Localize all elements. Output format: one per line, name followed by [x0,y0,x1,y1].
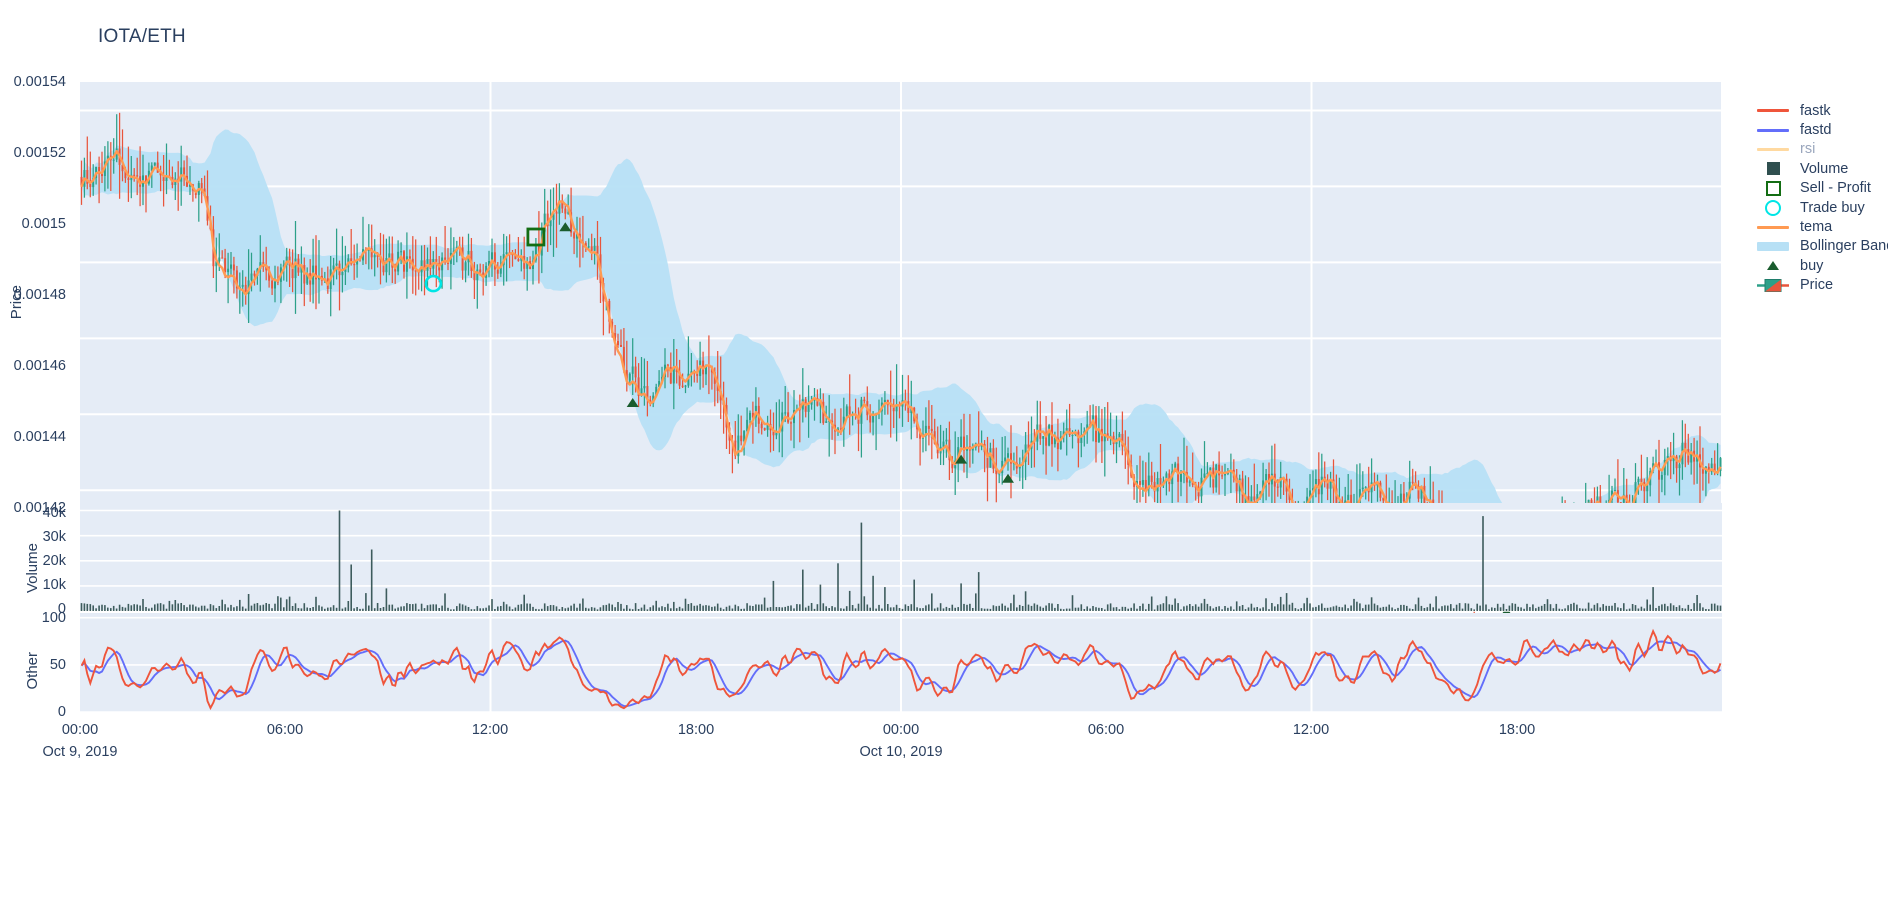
legend-label: Trade buy [1800,199,1865,216]
legend-label: Bollinger Band [1800,238,1888,255]
legend-item-fastd[interactable]: fastd [1752,120,1888,139]
xtick-3: 18:00 [677,722,715,738]
xtick-1: 06:00 [266,722,304,738]
other-chart-svg [80,613,1722,713]
legend-item-fastk[interactable]: fastk [1752,101,1888,120]
xaxis-day-label-1: Oct 10, 2019 [859,744,943,760]
price-ytick-3: 0.00148 [13,287,66,303]
legend-item-bollinger-band[interactable]: Bollinger Band [1752,237,1888,256]
volume-ytick-2: 20k [42,553,66,569]
triangle-icon [1752,261,1794,271]
buy-marker [955,454,968,464]
line-icon [1752,225,1794,229]
volume-ytick-1: 10k [42,577,66,593]
price-ytick-1: 0.00144 [13,429,66,445]
trade-buy-marker [424,274,443,293]
xtick-7: 18:00 [1498,722,1536,738]
circle-open-icon [1752,199,1794,216]
other-ytick-2: 100 [41,610,66,626]
volume-plot-bg [80,503,1722,612]
square-icon [1752,162,1794,176]
legend-label: Price [1800,277,1834,294]
legend-label: fastk [1800,102,1831,119]
legend-label: fastd [1800,122,1832,139]
line-icon [1752,147,1794,151]
xtick-6: 12:00 [1292,722,1330,738]
line-icon [1752,128,1794,132]
legend-item-price[interactable]: Price [1752,276,1888,295]
price-ytick-2: 0.00146 [13,358,66,374]
line-icon [1752,109,1794,113]
legend-item-rsi[interactable]: rsi [1752,140,1888,159]
volume-bars [80,510,1722,611]
volume-ytick-4: 40k [42,505,66,521]
legend-item-volume[interactable]: Volume [1752,159,1888,178]
other-ytick-0: 0 [57,704,66,720]
volume-ytick-3: 30k [42,529,66,545]
square-open-icon [1752,180,1794,196]
candle-icon [1752,277,1794,294]
page-title: IOTA/ETH [98,26,186,47]
xtick-4: 00:00 [882,722,920,738]
legend-label: buy [1800,257,1824,274]
legend-label: rsi [1800,141,1816,158]
buy-marker [559,222,572,232]
xtick-0: 00:00 [61,722,99,738]
chart-legend: fastk fastd rsi Volume Sell - Profit Trade bu… [1752,101,1888,295]
legend-label: tema [1800,219,1833,236]
volume-chart-svg [80,503,1722,612]
price-ytick-5: 0.00152 [13,145,66,161]
buy-marker [626,398,639,407]
xtick-5: 06:00 [1087,722,1125,738]
price-ytick-4: 0.0015 [21,216,66,232]
price-ytick-6: 0.00154 [13,74,66,90]
sell-profit-marker [526,227,546,247]
volume-ytick-0: 0 [57,601,66,617]
legend-label: Sell - Profit [1800,180,1871,197]
other-plot-area [80,613,1722,713]
xaxis-day-label-0: Oct 9, 2019 [42,744,118,760]
band-icon [1752,241,1794,251]
other-ytick-1: 50 [49,657,66,673]
buy-marker [1002,473,1014,483]
fastk-line [80,628,1722,711]
legend-item-buy[interactable]: buy [1752,256,1888,275]
legend-label: Volume [1800,160,1849,177]
bollinger-band-area [81,129,1721,602]
legend-item-tema[interactable]: tema [1752,217,1888,236]
legend-item-sell-profit[interactable]: Sell - Profit [1752,179,1888,198]
legend-item-trade-buy[interactable]: Trade buy [1752,198,1888,217]
xtick-2: 12:00 [471,722,509,738]
price-ytick-0: 0.00142 [13,500,66,516]
